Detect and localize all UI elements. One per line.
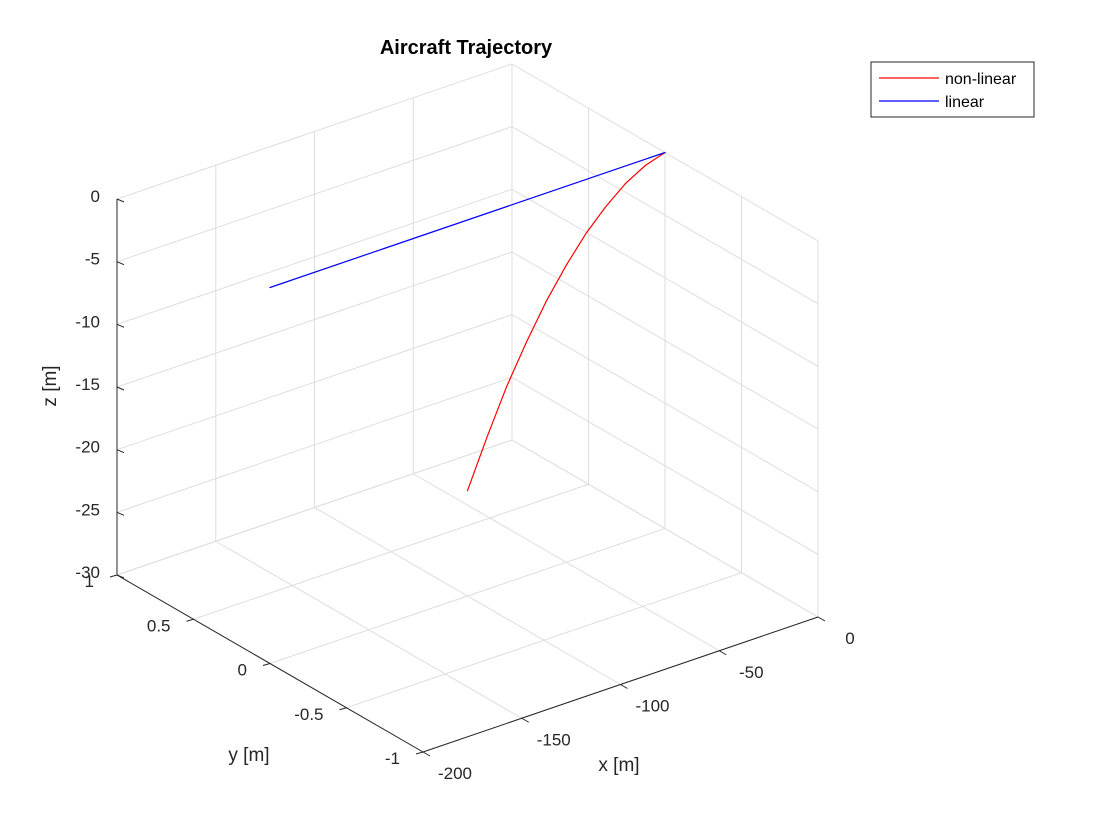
- x-tick-mark: [422, 751, 431, 757]
- grid-line-sidewall-z: [511, 376, 819, 555]
- y-tick-label: -0.5: [294, 705, 323, 724]
- y-tick-mark: [262, 663, 271, 666]
- y-tick-mark: [415, 751, 424, 755]
- z-tick-label: -30: [75, 563, 100, 582]
- grid-line-sidewall-z: [511, 188, 819, 367]
- y-tick-mark: [339, 707, 347, 711]
- y-tick-label: -1: [385, 749, 400, 768]
- z-tick-mark: [116, 261, 125, 266]
- data-series: [269, 151, 666, 492]
- x-tick-label: -100: [635, 697, 669, 716]
- grid-line-backwall-z: [116, 251, 513, 388]
- grid-line-backwall-z: [116, 126, 513, 263]
- grid-line-floor-y: [346, 572, 742, 709]
- z-tick-mark: [116, 449, 125, 454]
- grid-line-sidewall-z: [511, 126, 819, 305]
- z-tick-mark: [116, 574, 125, 579]
- x-tick-mark: [817, 616, 826, 622]
- legend-label-linear: linear: [945, 94, 985, 111]
- x-tick-label: -200: [438, 764, 472, 783]
- axes-box: [109, 198, 826, 757]
- x-tick-label: -150: [537, 730, 571, 749]
- grid-line-backwall-z: [116, 439, 513, 576]
- x-axis-label: x [m]: [598, 755, 639, 776]
- series-line-non-linear: [466, 151, 666, 492]
- tick-labels: -200-150-100-500-1-0.500.51-30-25-20-15-…: [75, 187, 854, 783]
- z-tick-label: -20: [75, 438, 100, 457]
- y-tick-mark: [109, 574, 118, 578]
- grid-line-floor-y: [269, 528, 666, 664]
- legend: non-linear linear: [870, 61, 1035, 118]
- grid-lines: [116, 63, 819, 753]
- grid-line-backwall-z: [116, 376, 513, 513]
- z-tick-mark: [116, 198, 125, 203]
- z-tick-label: -5: [85, 250, 100, 269]
- z-tick-label: -15: [75, 375, 100, 394]
- grid-line-sidewall-z: [511, 251, 819, 430]
- chart-title: Aircraft Trajectory: [380, 37, 553, 59]
- z-tick-label: -10: [75, 312, 100, 331]
- x-tick-mark: [620, 684, 628, 689]
- legend-label-non-linear: non-linear: [945, 71, 1017, 88]
- grid-line-backwall-z: [116, 63, 513, 200]
- grid-line-backwall-z: [116, 188, 513, 325]
- z-tick-mark: [116, 511, 125, 516]
- grid-line-floor-y: [193, 483, 589, 620]
- y-tick-mark: [186, 618, 194, 622]
- x-tick-label: -50: [739, 663, 764, 682]
- y-tick-label: 0.5: [147, 616, 171, 635]
- y-axis-label: y [m]: [228, 745, 269, 766]
- z-tick-label: 0: [91, 187, 100, 206]
- x-tick-mark: [521, 717, 529, 723]
- grid-line-sidewall-z: [511, 314, 819, 493]
- legend-box: [870, 61, 1035, 118]
- z-axis-label: z [m]: [40, 365, 61, 406]
- x-tick-label: 0: [845, 629, 854, 648]
- y-tick-label: 1: [85, 572, 94, 591]
- grid-line-backwall-z: [116, 314, 513, 451]
- grid-line-sidewall-z: [511, 439, 819, 618]
- series-line-linear: [269, 151, 666, 289]
- x-tick-mark: [719, 650, 727, 656]
- z-tick-mark: [116, 386, 125, 391]
- y-tick-label: 0: [238, 661, 247, 680]
- z-tick-label: -25: [75, 500, 100, 519]
- z-tick-mark: [116, 323, 125, 328]
